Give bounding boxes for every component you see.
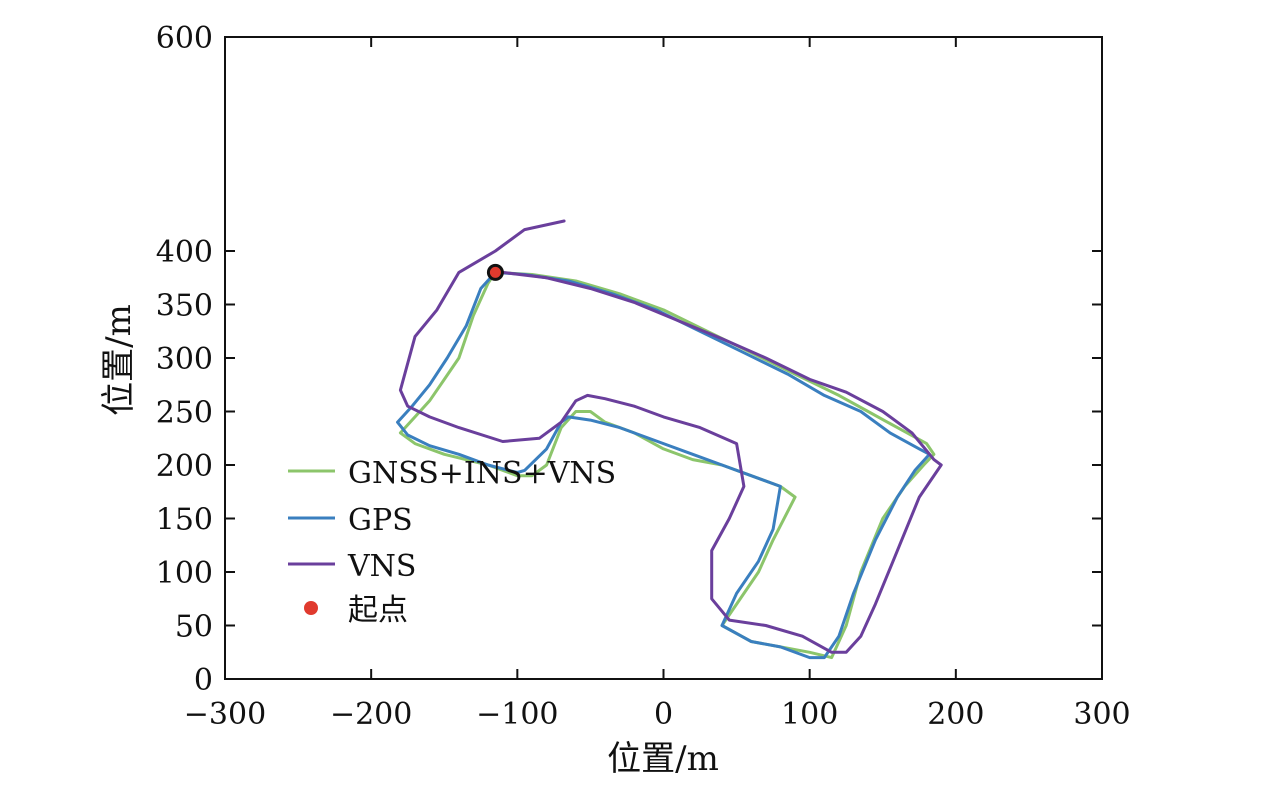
legend-marker-start [304,601,318,615]
x-tick-label: 100 [781,697,838,732]
x-axis-title: 位置/m [607,739,719,779]
y-tick-label: 400 [156,235,213,270]
y-tick-label: 250 [156,396,213,431]
start-point-marker [486,263,504,281]
legend-label-vns: VNS [347,549,416,584]
legend-label-gnss: GNSS+INS+VNS [348,456,616,491]
y-tick-label: 0 [194,663,213,698]
legend-label-start: 起点 [348,593,408,628]
series-line-vns [398,219,943,654]
x-tick-label: 0 [654,697,673,732]
marker-group [486,263,504,281]
series-line-gps [396,270,931,660]
y-tick-label: 300 [156,342,213,377]
series-group [396,219,943,660]
x-tick-label: 300 [1073,697,1130,732]
y-tick-label: 100 [156,556,213,591]
y-tick-label: 350 [156,289,213,324]
ticks-group: −300 −200 −100 0 100 200 300 0 50 100 150 200 250 300… [156,21,1131,732]
y-tick-label: 150 [156,503,213,538]
y-tick-label: 600 [156,21,213,56]
y-tick-label: 50 [175,610,213,645]
x-tick-label: 200 [927,697,984,732]
x-tick-label: −100 [476,697,558,732]
y-axis-title: 位置/m [99,304,139,416]
series-line-gnss-ins-vns [398,270,936,660]
x-tick-label: −300 [184,697,266,732]
legend-label-gps: GPS [348,503,413,538]
y-tick-label: 200 [156,449,213,484]
x-tick-label: −200 [330,697,412,732]
legend: GNSS+INS+VNS GPS VNS 起点 [288,456,616,628]
